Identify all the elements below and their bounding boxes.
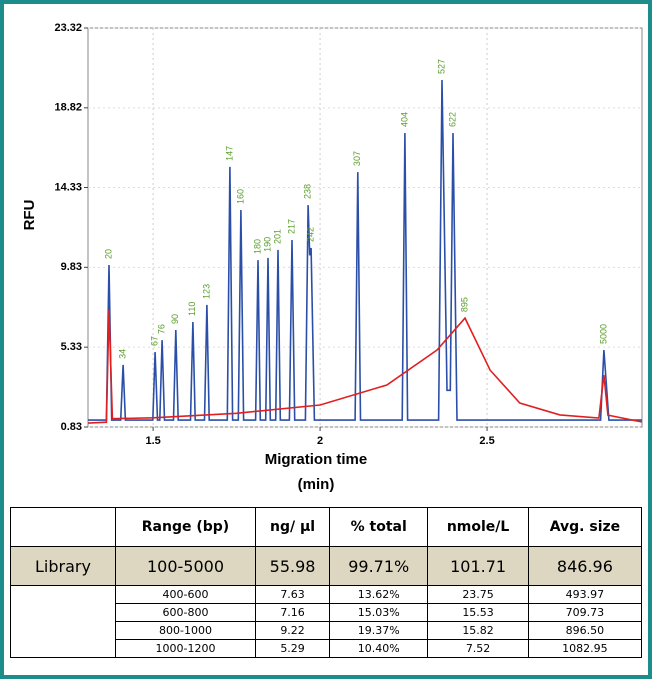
table-cell: 15.82 [427, 621, 529, 640]
table-cell: 400-600 [114, 585, 257, 604]
empty-cell [10, 585, 116, 658]
y-tick-label: 9.83 [61, 261, 82, 273]
table-cell: 23.75 [427, 585, 529, 604]
y-tick-label: 18.82 [54, 102, 82, 114]
summary-cell: 99.71% [329, 546, 429, 586]
table-cell: 13.62% [329, 585, 429, 604]
header-cell: Avg. size [527, 507, 643, 547]
peak-label: 110 [187, 302, 197, 316]
peak-label: 67 [149, 336, 159, 346]
trace [87, 309, 643, 424]
x-axis-label: Migration time [265, 451, 368, 468]
x-axis-unit: (min) [298, 476, 335, 493]
y-tick-label: 14.33 [54, 181, 82, 193]
table-cell: 709.73 [527, 603, 643, 622]
peak-label: 201 [272, 229, 282, 244]
peak-label: 404 [399, 112, 409, 127]
chart: RFU Migration time (min) 0.83 5.33 9.83 14.… [21, 22, 643, 493]
y-axis-label: RFU [21, 200, 38, 231]
peak-label: 5000 [598, 324, 608, 344]
table-cell: 1082.95 [527, 639, 643, 658]
table-cell: 10.40% [329, 639, 429, 658]
header-cell: % total [329, 507, 429, 547]
table-cell: 7.16 [255, 603, 331, 622]
table-cell: 15.03% [329, 603, 429, 622]
peak-label: 90 [170, 314, 180, 324]
table-row: 600-800 7.16 15.03% 15.53 709.73 [11, 603, 643, 622]
table-row: 400-600 7.63 13.62% 23.75 493.97 [10, 585, 643, 658]
table-cell: 896.50 [527, 621, 643, 640]
peak-label: 307 [352, 151, 362, 166]
peak-label: 20 [103, 249, 113, 259]
x-tick-label: 1.5 [145, 435, 160, 447]
y-tick-label: 23.32 [54, 22, 82, 34]
summary-row: Library 100-5000 55.98 99.71% 101.71 846.96 [10, 546, 643, 586]
table-row: 800-1000 9.22 19.37% 15.82 896.50 [11, 621, 643, 640]
table-cell: 493.97 [527, 585, 643, 604]
peak-label: 238 [302, 184, 312, 199]
peak-label: 123 [201, 284, 211, 299]
results-table: Range (bp) ng/ µl% total nmole/L Avg. size … [10, 507, 643, 658]
table-cell: 5.29 [255, 639, 331, 658]
peak-label: 147 [224, 146, 234, 161]
table-row: 1000-1200 5.29 10.40% 7.52 1082.95 [11, 639, 643, 658]
peak-label: 895 [459, 297, 469, 312]
table-cell: 7.63 [255, 585, 331, 604]
plot-frame [87, 27, 643, 428]
table-cell: 19.37% [329, 621, 429, 640]
x-tick-label: 2 [317, 435, 323, 447]
summary-cell: Library [10, 546, 116, 586]
summary-cell: 100-5000 [114, 546, 257, 586]
table-cell: 1000-1200 [114, 639, 257, 658]
peak-label: 180 [252, 239, 262, 254]
peak-label: 190 [262, 237, 272, 252]
summary-cell: 55.98 [255, 546, 331, 586]
summary-cell: 101.71 [427, 546, 529, 586]
peak-label: 242 [305, 227, 315, 242]
table-cell: 15.53 [427, 603, 529, 622]
empty-cell [10, 507, 116, 547]
peak-label: 217 [286, 219, 296, 234]
table-cell: 9.22 [255, 621, 331, 640]
peak-label: 527 [436, 59, 446, 74]
header-cell: ng/ µl [255, 507, 331, 547]
table-cell: 800-1000 [114, 621, 257, 640]
header-cell: nmole/L [427, 507, 529, 547]
peak-label: 622 [447, 112, 457, 127]
peak-label: 76 [157, 324, 167, 334]
y-tick-label: 0.83 [61, 421, 82, 433]
header-cell: Range (bp) [114, 507, 257, 547]
summary-cell: 846.96 [527, 546, 643, 586]
peak-label: 34 [117, 349, 127, 359]
trace [88, 79, 642, 421]
table-cell: 600-800 [114, 603, 257, 622]
table-cell: 7.52 [427, 639, 529, 658]
x-tick-label: 2.5 [479, 435, 494, 447]
peak-label: 160 [235, 189, 245, 204]
y-tick-label: 5.33 [61, 341, 82, 353]
